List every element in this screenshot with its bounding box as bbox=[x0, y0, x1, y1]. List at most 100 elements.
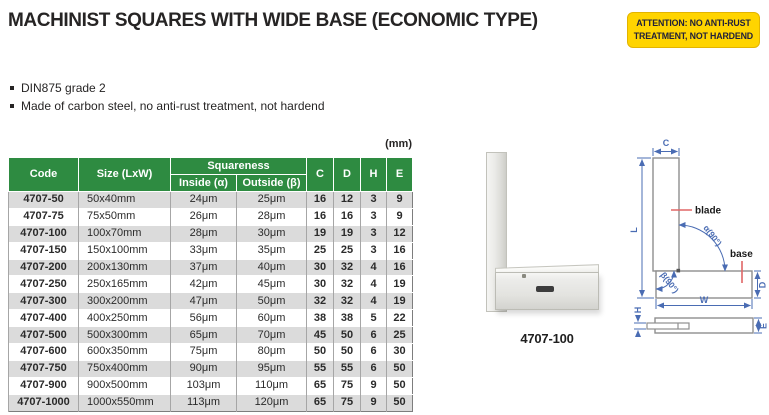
cell-d: 32 bbox=[333, 258, 361, 276]
cell-c: 55 bbox=[306, 359, 334, 378]
cell-outside: 110μm bbox=[236, 376, 307, 395]
cell-size: 75x50mm bbox=[78, 207, 171, 226]
sideview-blade-outline bbox=[646, 322, 690, 330]
cell-code: 4707-200 bbox=[8, 258, 79, 276]
diagram-blade-outline bbox=[652, 157, 680, 272]
table-row: 4707-200 200x130mm 37μm 40μm 30 32 4 16 bbox=[8, 258, 413, 276]
cell-d: 16 bbox=[333, 207, 361, 226]
cell-inside: 26μm bbox=[170, 207, 237, 226]
cell-inside: 90μm bbox=[170, 359, 237, 378]
feature-list: DIN875 grade 2 Made of carbon steel, no … bbox=[10, 81, 325, 117]
table-row: 4707-900 900x500mm 103μm 110μm 65 75 9 5… bbox=[8, 376, 413, 395]
cell-inside: 42μm bbox=[170, 275, 237, 293]
header-inside: Inside (α) bbox=[170, 174, 237, 192]
cell-outside: 70μm bbox=[236, 326, 307, 344]
cell-size: 500x300mm bbox=[78, 326, 171, 344]
cell-code: 4707-500 bbox=[8, 326, 79, 344]
alpha-label: α(90°) bbox=[701, 223, 724, 248]
cell-code: 4707-75 bbox=[8, 207, 79, 226]
brand-stamp bbox=[536, 286, 554, 292]
cell-h: 5 bbox=[360, 309, 387, 327]
cell-inside: 33μm bbox=[170, 241, 237, 260]
cell-c: 50 bbox=[306, 343, 334, 361]
unit-note: (mm) bbox=[385, 138, 412, 150]
cell-d: 50 bbox=[333, 326, 361, 344]
feature-item: Made of carbon steel, no anti-rust treat… bbox=[10, 99, 325, 113]
cell-size: 900x500mm bbox=[78, 376, 171, 395]
cell-d: 19 bbox=[333, 224, 361, 243]
cell-size: 50x40mm bbox=[78, 191, 171, 209]
square-bullet-icon bbox=[10, 86, 14, 90]
cell-e: 30 bbox=[386, 343, 413, 361]
dim-w-label: W bbox=[700, 295, 709, 305]
base-label: base bbox=[730, 249, 753, 260]
table-row: 4707-1000 1000x550mm 113μm 120μm 65 75 9… bbox=[8, 393, 413, 412]
header-h: H bbox=[360, 157, 387, 192]
cell-size: 300x200mm bbox=[78, 292, 171, 310]
blade-label: blade bbox=[695, 206, 722, 217]
cell-c: 16 bbox=[306, 191, 334, 209]
cell-d: 75 bbox=[333, 393, 361, 412]
dim-h-label: H bbox=[633, 307, 643, 314]
cell-code: 4707-900 bbox=[8, 376, 79, 395]
cell-size: 1000x550mm bbox=[78, 393, 171, 412]
cell-h: 4 bbox=[360, 258, 387, 276]
cell-inside: 37μm bbox=[170, 258, 237, 276]
dimension-e bbox=[754, 317, 762, 334]
cell-outside: 30μm bbox=[236, 224, 307, 243]
cell-e: 50 bbox=[386, 393, 413, 412]
table-row: 4707-600 600x350mm 75μm 80μm 50 50 6 30 bbox=[8, 343, 413, 361]
cell-inside: 113μm bbox=[170, 393, 237, 412]
cell-code: 4707-250 bbox=[8, 275, 79, 293]
cell-outside: 35μm bbox=[236, 241, 307, 260]
dimension-diagram: C L blade α(90°) base β(90°) D W bbox=[629, 138, 768, 337]
cell-d: 32 bbox=[333, 275, 361, 293]
cell-h: 3 bbox=[360, 241, 387, 260]
cell-c: 65 bbox=[306, 376, 334, 395]
table-row: 4707-750 750x400mm 90μm 95μm 55 55 6 50 bbox=[8, 359, 413, 378]
cell-e: 9 bbox=[386, 207, 413, 226]
feature-text: Made of carbon steel, no anti-rust treat… bbox=[21, 99, 325, 113]
cell-outside: 28μm bbox=[236, 207, 307, 226]
page-title: MACHINIST SQUARES WITH WIDE BASE (ECONOM… bbox=[8, 10, 538, 31]
cell-c: 30 bbox=[306, 258, 334, 276]
cell-e: 16 bbox=[386, 241, 413, 260]
dimension-w bbox=[655, 299, 753, 309]
attention-badge: ATTENTION: NO ANTI-RUST TREATMENT, NOT H… bbox=[626, 12, 760, 48]
cell-code: 4707-300 bbox=[8, 292, 79, 310]
header-outside: Outside (β) bbox=[236, 174, 307, 192]
cell-outside: 80μm bbox=[236, 343, 307, 361]
cell-e: 50 bbox=[386, 359, 413, 378]
dim-d-label: D bbox=[758, 281, 768, 288]
attention-line-1: ATTENTION: NO ANTI-RUST bbox=[636, 18, 751, 28]
header-size: Size (LxW) bbox=[78, 157, 171, 192]
cell-inside: 65μm bbox=[170, 326, 237, 344]
cell-code: 4707-750 bbox=[8, 359, 79, 378]
dimension-h bbox=[634, 315, 646, 337]
cell-d: 32 bbox=[333, 292, 361, 310]
cell-size: 750x400mm bbox=[78, 359, 171, 378]
cell-outside: 25μm bbox=[236, 191, 307, 209]
table-row: 4707-50 50x40mm 24μm 25μm 16 12 3 9 bbox=[8, 191, 413, 209]
cell-code: 4707-100 bbox=[8, 224, 79, 243]
cell-e: 9 bbox=[386, 191, 413, 209]
dimension-c bbox=[652, 148, 680, 156]
cell-h: 3 bbox=[360, 207, 387, 226]
cell-c: 45 bbox=[306, 326, 334, 344]
cell-d: 38 bbox=[333, 309, 361, 327]
cell-size: 150x100mm bbox=[78, 241, 171, 260]
cell-outside: 95μm bbox=[236, 359, 307, 378]
table-row: 4707-500 500x300mm 65μm 70μm 45 50 6 25 bbox=[8, 326, 413, 344]
cell-code: 4707-600 bbox=[8, 343, 79, 361]
cell-h: 6 bbox=[360, 359, 387, 378]
cell-code: 4707-150 bbox=[8, 241, 79, 260]
table-row: 4707-250 250x165mm 42μm 45μm 30 32 4 19 bbox=[8, 275, 413, 293]
cell-d: 75 bbox=[333, 376, 361, 395]
spec-table: Code Size (LxW) Squareness C D H E Insid… bbox=[8, 157, 413, 412]
cell-h: 6 bbox=[360, 343, 387, 361]
cell-h: 9 bbox=[360, 393, 387, 412]
product-base-notch bbox=[522, 274, 526, 278]
cell-d: 12 bbox=[333, 191, 361, 209]
cell-c: 65 bbox=[306, 393, 334, 412]
header-code: Code bbox=[8, 157, 79, 192]
